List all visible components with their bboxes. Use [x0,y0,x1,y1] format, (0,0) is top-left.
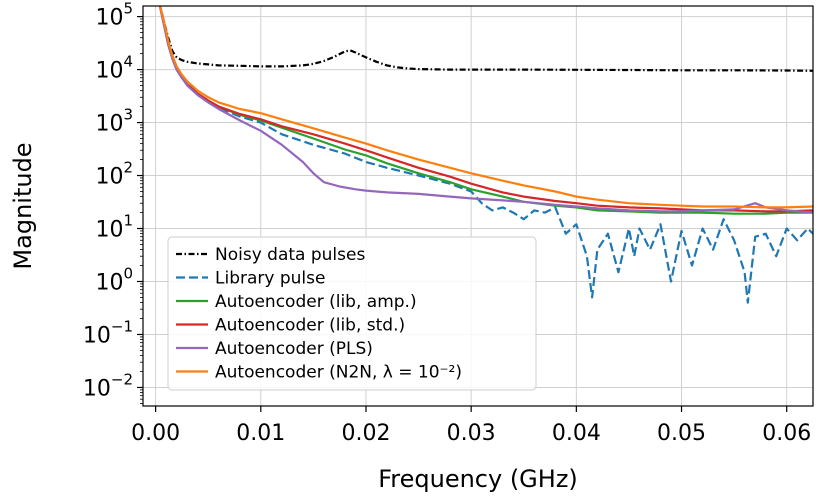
legend-label: Autoencoder (lib, std.) [215,316,405,336]
x-tick-label: 0.02 [341,421,390,446]
y-tick-exponent: 2 [123,159,133,177]
y-tick-base: 10 [95,112,123,137]
y-tick-exponent: −2 [111,370,133,388]
y-tick-label: 104 [95,53,133,84]
legend-label: Noisy data pulses [215,245,365,265]
y-tick-label: 103 [95,106,133,137]
x-axis-label: Frequency (GHz) [378,465,578,493]
y-tick-exponent: 1 [123,212,133,230]
y-tick-label: 100 [95,264,133,295]
y-tick-label: 102 [95,159,133,190]
legend-box [167,236,537,391]
x-axis-ticks: 0.00 0.01 0.02 0.03 0.04 0.05 0.06 [131,406,811,446]
y-tick-base: 10 [83,323,111,348]
y-tick-label: 10−1 [83,317,133,348]
legend: Noisy data pulses Library pulse Autoencode… [167,236,537,391]
y-tick-base: 10 [95,6,123,31]
x-tick-label: 0.00 [131,421,180,446]
legend-label: Autoencoder (PLS) [215,339,373,359]
plot-frame [142,5,814,407]
y-tick-exponent: 0 [123,264,133,282]
y-tick-base: 10 [95,218,123,243]
y-tick-base: 10 [95,270,123,295]
x-tick-label: 0.03 [447,421,496,446]
y-tick-label: 10−2 [83,370,133,401]
series-line-4 [158,6,813,214]
y-tick-label: 101 [95,212,133,243]
legend-label: Autoencoder (N2N, λ = 10⁻²) [215,363,462,383]
x-tick-label: 0.06 [762,421,811,446]
x-tick-label: 0.05 [657,421,706,446]
legend-label: Library pulse [215,269,325,289]
legend-label: Autoencoder (lib, amp.) [215,292,417,312]
series-line-5 [158,6,813,209]
series-layer [158,6,813,304]
x-tick-label: 0.01 [236,421,285,446]
y-axis-label: Magnitude [9,142,37,269]
y-tick-base: 10 [95,165,123,190]
y-tick-exponent: 4 [123,53,133,71]
y-tick-exponent: 3 [123,106,133,124]
y-tick-base: 10 [83,376,111,401]
x-tick-label: 0.04 [552,421,601,446]
y-tick-exponent: −1 [111,317,133,335]
y-tick-label: 105 [95,0,133,31]
series-line-1 [158,6,813,304]
y-tick-base: 10 [95,59,123,84]
y-tick-exponent: 5 [123,0,133,18]
